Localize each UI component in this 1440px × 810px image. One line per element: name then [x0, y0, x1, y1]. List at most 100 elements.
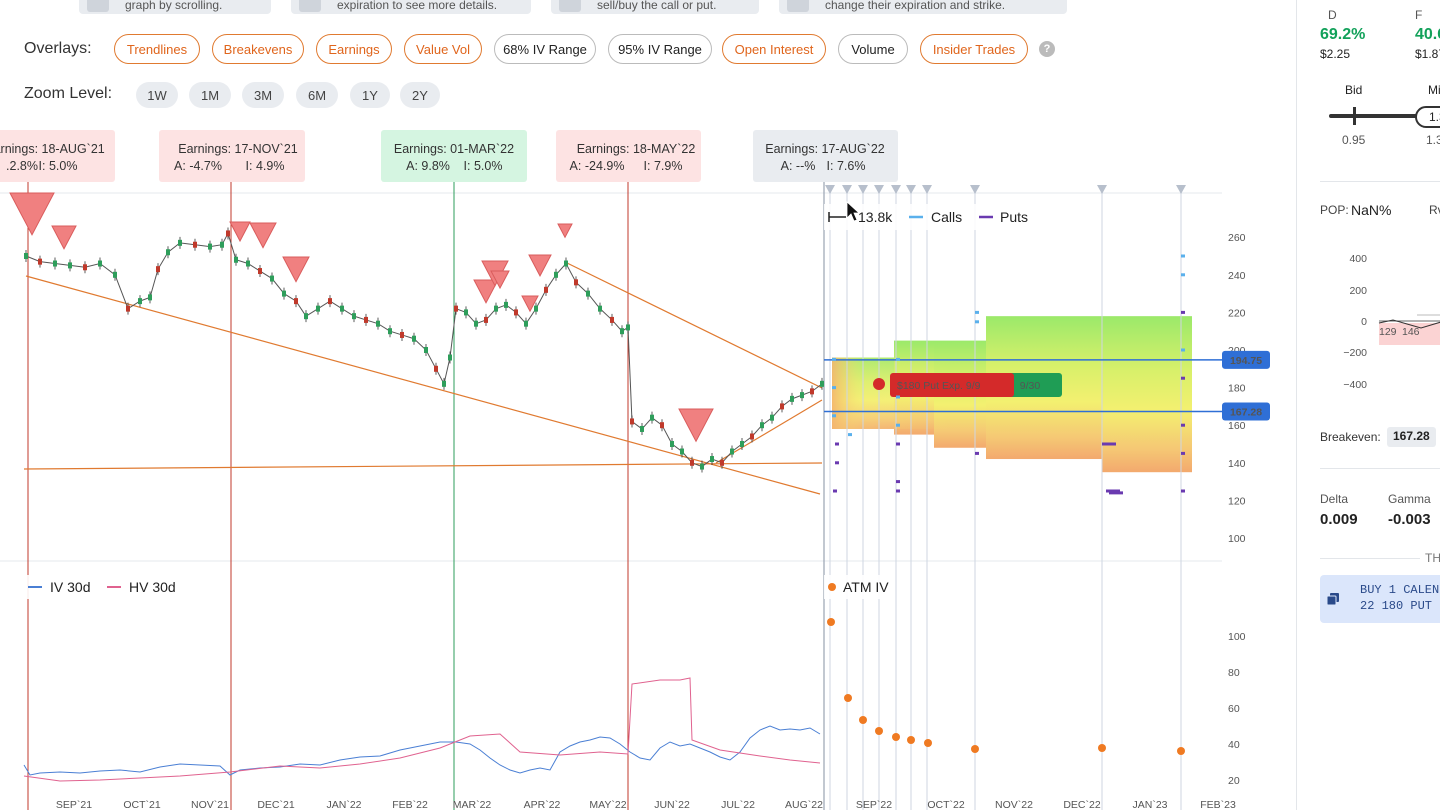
legend-bottom-bg: [20, 575, 190, 599]
help-icon[interactable]: ?: [1039, 41, 1055, 57]
insider-trade-icon[interactable]: [249, 222, 277, 249]
atm-iv-dot[interactable]: [971, 745, 979, 753]
overlay-toggle-value-vol[interactable]: Value Vol: [404, 34, 482, 64]
candle-body: [400, 331, 404, 338]
short-leg-badge[interactable]: [890, 373, 1014, 397]
overlay-toggle-open-interest[interactable]: Open Interest: [722, 34, 826, 64]
current-price-dot[interactable]: [873, 378, 885, 390]
insider-trade-icon[interactable]: [51, 225, 77, 250]
price-slider-track[interactable]: [1329, 114, 1440, 118]
pnl-axis-tick: 0: [1361, 316, 1367, 328]
tip-text: graph by scrolling.: [125, 0, 223, 12]
tip-text: sell/buy the call or put.: [597, 0, 717, 12]
open-interest-bar: [1181, 423, 1185, 427]
overlay-toggle-68-iv-range[interactable]: 68% IV Range: [494, 34, 596, 64]
atm-iv-dot[interactable]: [907, 736, 915, 744]
mid-price-input[interactable]: 1.3: [1415, 106, 1440, 128]
candle-body: [352, 313, 356, 320]
candle-body: [376, 320, 380, 327]
expiration-marker-icon[interactable]: [970, 185, 980, 194]
expiration-marker-icon[interactable]: [891, 185, 901, 194]
x-axis-tick: SEP`22: [856, 799, 892, 810]
x-axis-tick: NOV`21: [191, 799, 229, 810]
breakeven-label: Breakeven:: [1320, 430, 1381, 444]
overlay-toggle-insider-trades[interactable]: Insider Trades: [920, 34, 1028, 64]
tip-icon: [299, 0, 321, 12]
x-axis-tick: JAN`22: [326, 799, 361, 810]
candle-body: [554, 271, 558, 278]
price-chart[interactable]: Earnings: 18-AUG`21.2.8%I: 5.0%Earnings:…: [0, 120, 1290, 810]
open-interest-bar: [835, 461, 839, 465]
overlay-toggle-trendlines[interactable]: Trendlines: [114, 34, 200, 64]
expiration-marker-icon[interactable]: [874, 185, 884, 194]
expiration-marker-icon[interactable]: [922, 185, 932, 194]
candle-body: [790, 395, 794, 402]
atm-iv-dot[interactable]: [1177, 747, 1185, 755]
insider-trade-icon[interactable]: [521, 295, 539, 313]
candle-body: [113, 271, 117, 278]
zoom-6m[interactable]: 6M: [296, 82, 338, 108]
atm-iv-dot[interactable]: [892, 733, 900, 741]
gamma-value: -0.003: [1388, 511, 1431, 528]
zoom-1w[interactable]: 1W: [136, 82, 178, 108]
zoom-3m[interactable]: 3M: [242, 82, 284, 108]
copy-icon[interactable]: [1326, 592, 1339, 606]
zoom-1m[interactable]: 1M: [189, 82, 231, 108]
earnings-card-title: Earnings: 17-NOV`21: [178, 142, 298, 156]
long-leg-label: 9/30: [1020, 380, 1041, 392]
atm-iv-dot[interactable]: [859, 716, 867, 724]
open-interest-bar: [896, 480, 900, 484]
pnl-chart[interactable]: 400 200 0 −200 −400 129 146: [1297, 240, 1440, 400]
order-summary-card[interactable]: [1320, 575, 1440, 623]
expiration-marker-icon[interactable]: [906, 185, 916, 194]
insider-trade-icon[interactable]: [557, 223, 573, 239]
overlay-toggle-earnings[interactable]: Earnings: [316, 34, 392, 64]
x-axis-tick: JAN`23: [1132, 799, 1167, 810]
x-axis-tick: OCT`21: [123, 799, 161, 810]
candle-body: [258, 268, 262, 275]
insider-trade-icon[interactable]: [678, 408, 714, 443]
insider-trade-icon[interactable]: [9, 192, 55, 236]
insider-trade-icon[interactable]: [282, 256, 310, 283]
earnings-card[interactable]: [556, 130, 701, 182]
expiration-marker-icon[interactable]: [842, 185, 852, 194]
vol-axis-tick: 60: [1228, 703, 1240, 715]
tip-icon: [87, 0, 109, 12]
atm-iv-dot[interactable]: [875, 727, 883, 735]
expiration-marker-icon[interactable]: [858, 185, 868, 194]
tip-card-scroll: graph by scrolling.: [79, 0, 271, 14]
atm-iv-dot[interactable]: [827, 618, 835, 626]
price-axis-tick: 160: [1228, 420, 1246, 432]
atm-iv-dot[interactable]: [924, 739, 932, 747]
earnings-card[interactable]: [0, 130, 115, 182]
overlay-toggle-volume[interactable]: Volume: [838, 34, 908, 64]
pnl-mark: 146: [1402, 326, 1420, 338]
trendline: [564, 261, 823, 389]
earnings-card[interactable]: [159, 130, 305, 182]
candle-body: [780, 403, 784, 410]
candle-body: [138, 298, 142, 305]
expiration-marker-icon[interactable]: [1176, 185, 1186, 194]
long-leg-badge[interactable]: [1006, 373, 1062, 397]
mid-sub-value: 1.3: [1426, 133, 1440, 147]
atm-iv-dot[interactable]: [1098, 744, 1106, 752]
expiration-marker-icon[interactable]: [825, 185, 835, 194]
zoom-2y[interactable]: 2Y: [400, 82, 440, 108]
insider-trade-icon[interactable]: [490, 270, 510, 290]
insider-trade-icon[interactable]: [473, 279, 499, 304]
candle-body: [534, 305, 538, 312]
expiration-marker-icon[interactable]: [1097, 185, 1107, 194]
earnings-card[interactable]: [381, 130, 527, 182]
atm-iv-dot[interactable]: [844, 694, 852, 702]
bid-slider-handle[interactable]: [1353, 107, 1356, 125]
earnings-card[interactable]: [753, 130, 898, 182]
zoom-1y[interactable]: 1Y: [350, 82, 390, 108]
open-interest-bar: [975, 320, 979, 324]
divider: [1320, 468, 1440, 469]
rv-label: Rv: [1429, 203, 1440, 217]
overlay-toggle-breakevens[interactable]: Breakevens: [212, 34, 304, 64]
insider-trade-icon[interactable]: [528, 254, 552, 277]
overlay-toggle-95-iv-range[interactable]: 95% IV Range: [608, 34, 712, 64]
insider-trade-icon[interactable]: [229, 221, 251, 243]
